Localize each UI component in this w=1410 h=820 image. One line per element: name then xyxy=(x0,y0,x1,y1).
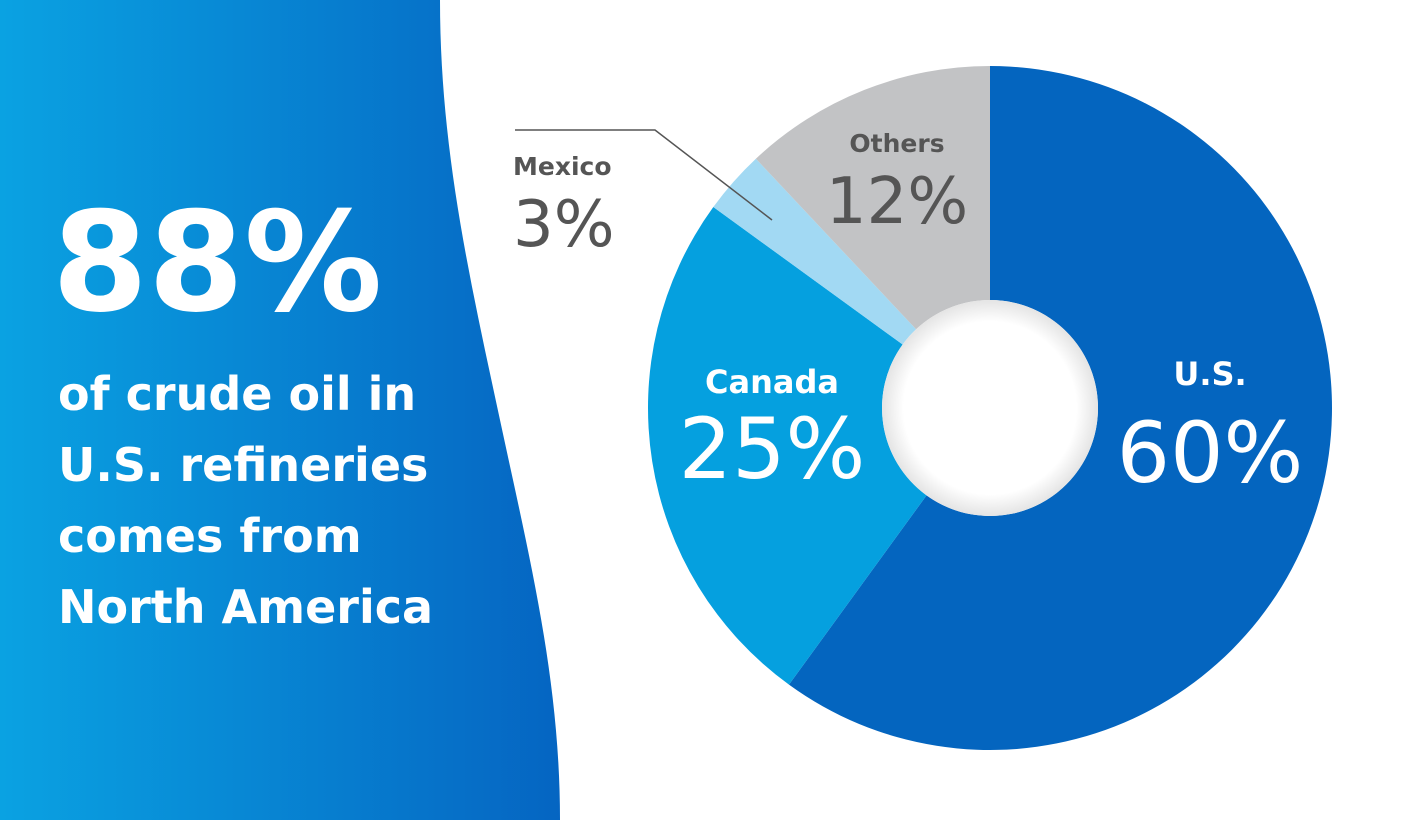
slice-name: Mexico xyxy=(513,152,612,181)
slice xyxy=(713,158,917,345)
statement: of crude oil in U.S. refineries comes from… xyxy=(58,367,433,634)
slice-value: 12% xyxy=(826,165,968,239)
headline: 88% xyxy=(52,182,382,343)
slice-value: 60% xyxy=(1117,404,1304,502)
slice-name: Others xyxy=(849,129,944,158)
statement-line: U.S. refineries xyxy=(58,438,428,492)
slice-name: Canada xyxy=(705,363,839,401)
statement-line: comes from xyxy=(58,509,362,563)
slice-name: U.S. xyxy=(1173,355,1246,393)
leader-line xyxy=(515,129,773,221)
statement-line: North America xyxy=(58,580,433,634)
slice-value: 3% xyxy=(513,188,615,262)
donut-chart xyxy=(648,66,1332,750)
slice-value: 25% xyxy=(679,400,866,498)
slice xyxy=(788,66,1332,750)
blue-panel xyxy=(0,0,560,820)
donut-hole xyxy=(882,300,1098,516)
slice xyxy=(755,66,990,330)
statement-line: of crude oil in xyxy=(58,367,416,421)
slice xyxy=(648,206,927,685)
